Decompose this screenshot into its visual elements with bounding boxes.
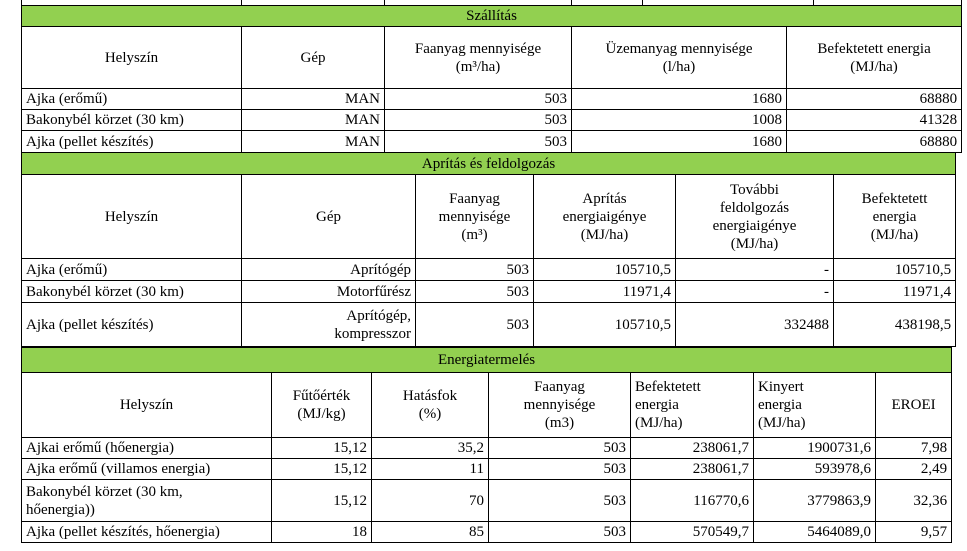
header-cell: Helyszín: [21, 26, 242, 89]
value-cell: 68880: [785, 88, 963, 110]
header-cell: Gép: [241, 26, 385, 89]
location-cell: Bakonybél körzet (30 km, hőenergia)): [21, 479, 272, 522]
value-cell: 70: [371, 479, 489, 522]
value-cell: 570549,7: [630, 521, 754, 543]
location-cell: Ajka erőmű (villamos energia): [21, 458, 272, 480]
table-row: Ajka (erőmű) MAN 503 1680 68880: [21, 88, 963, 110]
machine-cell: MAN: [241, 130, 385, 153]
header-cell: Befektetett energia (MJ/ha): [832, 174, 957, 259]
value-cell: 503: [384, 109, 572, 131]
value-cell: 11971,4: [832, 280, 957, 303]
value-cell: 503: [488, 479, 631, 522]
location-cell: Ajka (erőmű): [21, 258, 242, 281]
value-cell: 9,57: [874, 521, 953, 543]
header-cell: Aprítás energiaigénye (MJ/ha): [533, 174, 676, 259]
machine-cell: Motorfűrész: [241, 280, 416, 303]
value-cell: 7,98: [874, 437, 953, 459]
section-title: Energiatermelés: [20, 347, 953, 373]
table-row: Bakonybél körzet (30 km, hőenergia)) 15,…: [21, 479, 953, 522]
header-cell: EROEI: [874, 372, 953, 438]
value-cell: 15,12: [271, 479, 372, 522]
header-cell: Helyszín: [21, 174, 242, 259]
value-cell: 11971,4: [533, 280, 676, 303]
value-cell: 1680: [571, 130, 787, 153]
location-cell: Ajka (pellet készítés): [21, 130, 242, 153]
table-row: Ajka (erőmű) Aprítógép 503 105710,5 - 10…: [21, 258, 957, 281]
value-cell: 35,2: [371, 437, 489, 459]
machine-cell: Aprítógép: [241, 258, 416, 281]
table-row: Ajkai erőmű (hőenergia) 15,12 35,2 503 2…: [21, 437, 953, 459]
value-cell: 116770,6: [630, 479, 754, 522]
value-cell: -: [675, 258, 834, 281]
value-cell: 238061,7: [630, 437, 754, 459]
header-cell: Gép: [241, 174, 416, 259]
value-cell: 438198,5: [832, 302, 957, 347]
location-cell: Bakonybél körzet (30 km): [21, 109, 242, 131]
header-cell: Helyszín: [21, 372, 272, 438]
value-cell: 68880: [785, 130, 963, 153]
value-cell: 238061,7: [630, 458, 754, 480]
header-cell: Faanyag mennyisége (m3): [488, 372, 631, 438]
table-row: Ajka (pellet készítés) MAN 503 1680 6888…: [21, 130, 963, 153]
header-cell: Kinyert energia (MJ/ha): [753, 372, 876, 438]
header-cell: Hatásfok (%): [371, 372, 489, 438]
section-title: Aprítás és feldolgozás: [20, 152, 957, 175]
table-row: Bakonybél körzet (30 km) Motorfűrész 503…: [21, 280, 957, 303]
value-cell: 105710,5: [533, 302, 676, 347]
value-cell: 3779863,9: [753, 479, 876, 522]
header-cell: Faanyag mennyisége (m³/ha): [384, 26, 572, 89]
value-cell: 593978,6: [753, 458, 876, 480]
value-cell: 85: [371, 521, 489, 543]
value-cell: 41328: [785, 109, 963, 131]
value-cell: 32,36: [874, 479, 953, 522]
location-cell: Ajka (pellet készítés): [21, 302, 242, 347]
value-cell: 1008: [571, 109, 787, 131]
header-cell: Üzemanyag mennyisége (l/ha): [571, 26, 787, 89]
value-cell: 2,49: [874, 458, 953, 480]
value-cell: 1680: [571, 88, 787, 110]
location-cell: Bakonybél körzet (30 km): [21, 280, 242, 303]
location-cell: Ajka (pellet készítés, hőenergia): [21, 521, 272, 543]
header-cell: Faanyag mennyisége (m³): [415, 174, 534, 259]
value-cell: 503: [488, 437, 631, 459]
value-cell: 503: [415, 302, 534, 347]
table-row: Ajka (pellet készítés, hőenergia) 18 85 …: [21, 521, 953, 543]
value-cell: 503: [488, 521, 631, 543]
value-cell: 503: [415, 280, 534, 303]
header-cell: Befektetett energia (MJ/ha): [630, 372, 754, 438]
value-cell: 105710,5: [832, 258, 957, 281]
value-cell: 503: [384, 130, 572, 153]
location-cell: Ajkai erőmű (hőenergia): [21, 437, 272, 459]
shipping-table: Szállítás Helyszín Gép Faanyag mennyiség…: [20, 5, 963, 153]
section-title: Szállítás: [20, 5, 963, 27]
chipping-table: Aprítás és feldolgozás Helyszín Gép Faan…: [20, 152, 957, 347]
value-cell: 105710,5: [533, 258, 676, 281]
value-cell: 11: [371, 458, 489, 480]
value-cell: 15,12: [271, 458, 372, 480]
value-cell: 332488: [675, 302, 834, 347]
value-cell: 18: [271, 521, 372, 543]
value-cell: 15,12: [271, 437, 372, 459]
header-cell: További feldolgozás energiaigénye (MJ/ha…: [675, 174, 834, 259]
table-row: Ajka erőmű (villamos energia) 15,12 11 5…: [21, 458, 953, 480]
machine-cell: MAN: [241, 109, 385, 131]
value-cell: 503: [384, 88, 572, 110]
table-row: Bakonybél körzet (30 km) MAN 503 1008 41…: [21, 109, 963, 131]
energy-table: Energiatermelés Helyszín Fűtőérték (MJ/k…: [20, 347, 953, 543]
value-cell: 5464089,0: [753, 521, 876, 543]
machine-cell: Aprítógép, kompresszor: [241, 302, 416, 347]
location-cell: Ajka (erőmű): [21, 88, 242, 110]
value-cell: 503: [488, 458, 631, 480]
table-row: Ajka (pellet készítés) Aprítógép, kompre…: [21, 302, 957, 347]
machine-cell: MAN: [241, 88, 385, 110]
value-cell: 503: [415, 258, 534, 281]
header-cell: Fűtőérték (MJ/kg): [271, 372, 372, 438]
value-cell: -: [675, 280, 834, 303]
value-cell: 1900731,6: [753, 437, 876, 459]
header-cell: Befektetett energia (MJ/ha): [785, 26, 963, 89]
